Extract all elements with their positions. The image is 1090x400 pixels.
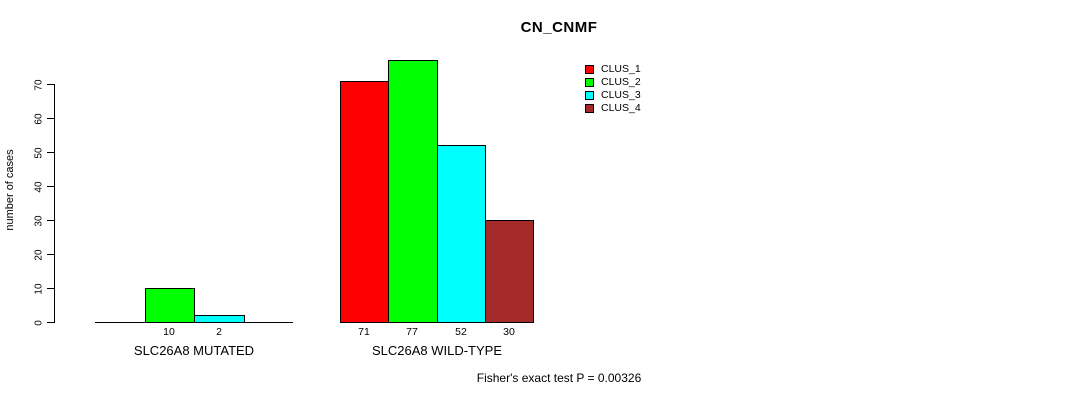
y-tick-mark <box>47 288 54 289</box>
legend-row: CLUS_3 <box>585 89 641 102</box>
y-tick-label: 40 <box>33 181 45 193</box>
legend-label: CLUS_2 <box>601 76 641 88</box>
y-tick-label: 0 <box>33 320 45 326</box>
legend: CLUS_1 CLUS_2 CLUS_3 CLUS_4 <box>585 63 641 115</box>
legend-row: CLUS_2 <box>585 76 641 89</box>
y-tick-mark <box>47 220 54 221</box>
category-label: SLC26A8 MUTATED <box>133 343 255 358</box>
bar-count-label: 77 <box>406 326 418 338</box>
chart-title: CN_CNMF <box>520 19 598 36</box>
legend-swatch-clus_3 <box>585 91 594 100</box>
y-tick-mark <box>47 322 54 323</box>
legend-label: CLUS_3 <box>601 89 641 101</box>
legend-row: CLUS_1 <box>585 63 641 76</box>
bar-clus_1-group2 <box>340 81 389 323</box>
bar-clus_2-group2 <box>388 60 438 323</box>
bar-clus_4-group2 <box>485 220 534 323</box>
bar-count-label: 30 <box>503 326 515 338</box>
y-axis-line <box>54 84 55 323</box>
y-tick-mark <box>47 254 54 255</box>
y-tick-mark <box>47 152 54 153</box>
bar-count-label: 52 <box>455 326 467 338</box>
y-tick-mark <box>47 186 54 187</box>
y-axis-label: number of cases <box>4 149 16 231</box>
y-tick-label: 10 <box>33 283 45 295</box>
bar-count-label: 2 <box>216 326 222 338</box>
y-tick-label: 60 <box>33 113 45 125</box>
bar-clus_2-group1 <box>145 288 195 323</box>
category-label: SLC26A8 WILD-TYPE <box>371 343 503 358</box>
y-tick-label: 50 <box>33 147 45 159</box>
bar-count-label: 71 <box>358 326 370 338</box>
bar-clus_3-group1 <box>194 315 245 323</box>
legend-swatch-clus_4 <box>585 104 594 113</box>
y-tick-label: 30 <box>33 215 45 227</box>
y-tick-label: 70 <box>33 79 45 91</box>
legend-swatch-clus_2 <box>585 78 594 87</box>
bar-count-label: 10 <box>163 326 175 338</box>
fisher-test-annotation: Fisher's exact test P = 0.00326 <box>476 371 642 385</box>
legend-label: CLUS_4 <box>601 102 641 114</box>
legend-swatch-clus_1 <box>585 65 594 74</box>
y-tick-mark <box>47 118 54 119</box>
legend-label: CLUS_1 <box>601 63 641 75</box>
bar-clus_3-group2 <box>437 145 486 323</box>
legend-row: CLUS_4 <box>585 102 641 115</box>
y-tick-label: 20 <box>33 249 45 261</box>
y-tick-mark <box>47 84 54 85</box>
